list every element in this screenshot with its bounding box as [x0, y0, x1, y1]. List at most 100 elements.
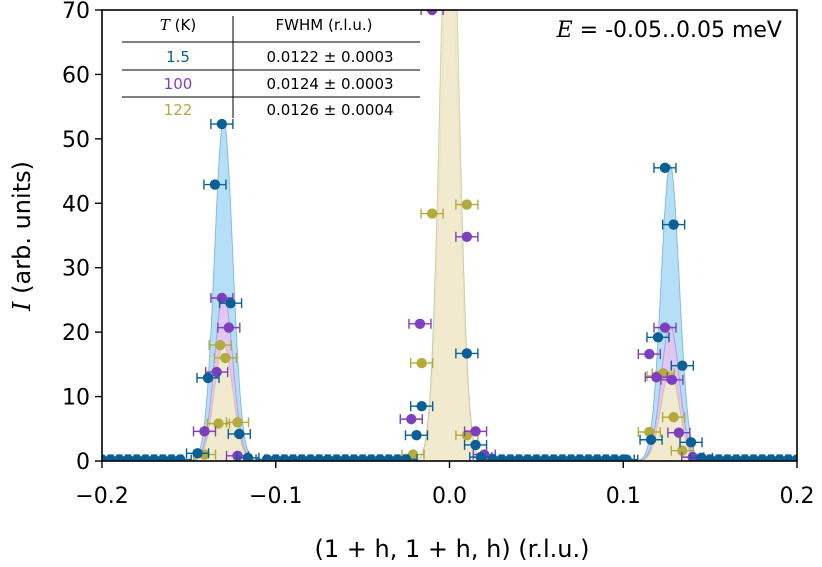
point-marker — [659, 322, 671, 333]
point-marker — [416, 401, 427, 412]
point-marker — [644, 348, 655, 360]
y-axis-ticks: 0 10 20 30 40 50 60 70 — [62, 0, 102, 475]
data-point — [236, 452, 260, 461]
point-marker — [202, 372, 214, 384]
data-point — [210, 118, 234, 130]
point-marker — [652, 332, 664, 343]
data-point — [408, 318, 432, 329]
data-point — [410, 401, 434, 412]
point-marker — [213, 418, 224, 429]
data-point — [667, 427, 691, 438]
point-marker — [406, 413, 417, 425]
data-point — [192, 426, 217, 437]
point-marker — [666, 374, 678, 386]
data-point — [227, 428, 251, 440]
point-marker — [416, 357, 427, 369]
data-points — [102, 10, 797, 461]
x-tick-label: −0.1 — [249, 484, 302, 509]
legend-fwhm-1: 0.0122 ± 0.0003 — [266, 48, 393, 66]
data-point — [196, 372, 220, 384]
point-marker — [426, 208, 438, 219]
x-axis-ticks: −0.2 −0.1 0.0 0.1 0.2 — [75, 461, 815, 509]
data-point — [644, 372, 668, 383]
legend-t-3: 122 — [164, 101, 193, 119]
point-marker — [461, 199, 473, 210]
data-point — [185, 448, 210, 459]
x-axis-label: (1 + h, 1 + h, h) (r.l.u.) — [315, 535, 590, 563]
point-marker — [223, 322, 235, 333]
data-point — [637, 426, 662, 438]
y-tick-label: 10 — [62, 386, 90, 411]
point-marker — [668, 411, 679, 423]
point-marker — [234, 428, 245, 440]
data-point — [785, 454, 797, 461]
point-marker — [677, 360, 688, 371]
y-tick-label: 40 — [62, 192, 90, 217]
x-tick-label: −0.2 — [75, 484, 128, 509]
data-point — [660, 374, 684, 386]
data-point — [670, 360, 695, 371]
point-marker — [214, 339, 226, 351]
point-marker — [668, 219, 679, 230]
legend-fwhm-3: 0.0126 ± 0.0004 — [266, 101, 393, 119]
data-point — [463, 439, 488, 451]
data-point — [410, 357, 434, 369]
data-point — [455, 348, 479, 359]
data-point — [455, 231, 479, 242]
data-point — [203, 179, 227, 190]
y-tick-label: 50 — [62, 128, 90, 153]
point-marker — [651, 372, 662, 383]
legend-header-t: T (K) — [160, 16, 196, 34]
point-marker — [673, 427, 685, 438]
point-marker — [470, 426, 481, 437]
y-tick-label: 0 — [76, 450, 90, 475]
point-marker — [791, 454, 797, 461]
data-point — [639, 434, 663, 445]
point-marker — [220, 352, 231, 364]
legend-fwhm-2: 0.0124 ± 0.0003 — [266, 75, 393, 93]
y-tick-label: 30 — [62, 257, 90, 282]
x-tick-label: 0.2 — [780, 484, 815, 509]
point-marker — [174, 454, 186, 461]
fit-fills — [171, 10, 723, 461]
data-point — [679, 437, 703, 448]
data-point — [420, 10, 444, 16]
data-point — [394, 454, 418, 461]
point-marker — [216, 118, 228, 130]
data-point — [420, 208, 444, 219]
data-point — [661, 411, 686, 423]
data-point — [213, 352, 238, 364]
y-tick-label: 20 — [62, 321, 90, 346]
legend-t-2: 100 — [164, 75, 193, 93]
point-marker — [461, 231, 473, 242]
data-point — [615, 454, 639, 461]
legend-t-1: 1.5 — [166, 48, 190, 66]
data-point — [653, 162, 677, 174]
point-marker — [426, 10, 438, 16]
point-marker — [211, 366, 222, 378]
data-point — [218, 297, 243, 309]
legend-header-fwhm: FWHM (r.l.u.) — [276, 16, 373, 34]
legend-table: T (K) FWHM (r.l.u.) 1.5 0.0122 ± 0.0003 … — [122, 16, 420, 119]
data-point — [206, 418, 231, 429]
y-tick-label: 60 — [62, 63, 90, 88]
y-tick-label: 70 — [62, 0, 90, 24]
point-marker — [209, 179, 221, 190]
data-point — [208, 339, 232, 351]
point-marker — [411, 430, 422, 441]
point-marker — [400, 454, 412, 461]
point-marker — [696, 452, 707, 461]
point-marker — [475, 451, 486, 461]
point-marker — [645, 434, 657, 445]
data-point — [217, 322, 241, 333]
point-marker — [232, 417, 243, 428]
data-point — [455, 199, 479, 210]
data-point — [689, 452, 714, 461]
data-point — [225, 417, 250, 428]
point-marker — [470, 439, 481, 451]
data-point — [646, 332, 670, 343]
y-axis-label: I (arb. units) — [8, 161, 36, 312]
data-point — [463, 426, 488, 437]
point-marker — [225, 297, 236, 309]
point-marker — [216, 292, 228, 304]
